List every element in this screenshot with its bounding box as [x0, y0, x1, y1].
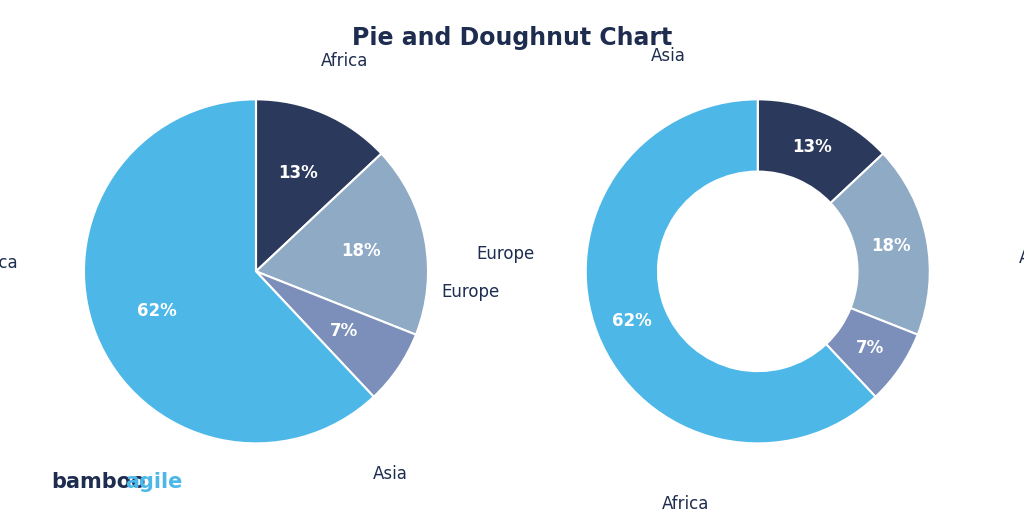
Wedge shape	[830, 154, 930, 335]
Text: America: America	[1019, 249, 1024, 267]
Text: 13%: 13%	[279, 164, 318, 182]
Text: Africa: Africa	[663, 495, 710, 512]
Text: bamboo: bamboo	[51, 472, 145, 492]
Text: Africa: Africa	[322, 53, 369, 71]
Wedge shape	[256, 154, 428, 335]
Text: 18%: 18%	[341, 242, 381, 261]
Text: 7%: 7%	[856, 339, 885, 357]
Wedge shape	[586, 99, 876, 443]
Text: 18%: 18%	[871, 237, 911, 255]
Wedge shape	[256, 271, 416, 397]
Wedge shape	[256, 99, 381, 271]
Text: Pie and Doughnut Chart: Pie and Doughnut Chart	[352, 26, 672, 50]
Text: Asia: Asia	[650, 47, 685, 66]
Text: Asia: Asia	[373, 465, 408, 483]
Wedge shape	[84, 99, 374, 443]
Wedge shape	[758, 99, 883, 203]
Text: 13%: 13%	[792, 138, 831, 156]
Text: America: America	[0, 254, 18, 272]
Text: Europe: Europe	[441, 283, 500, 301]
Text: agile: agile	[125, 472, 182, 492]
Text: 62%: 62%	[611, 312, 651, 330]
Wedge shape	[826, 308, 918, 397]
Text: 62%: 62%	[137, 302, 177, 319]
Text: Europe: Europe	[476, 245, 535, 263]
Text: 7%: 7%	[330, 323, 358, 340]
